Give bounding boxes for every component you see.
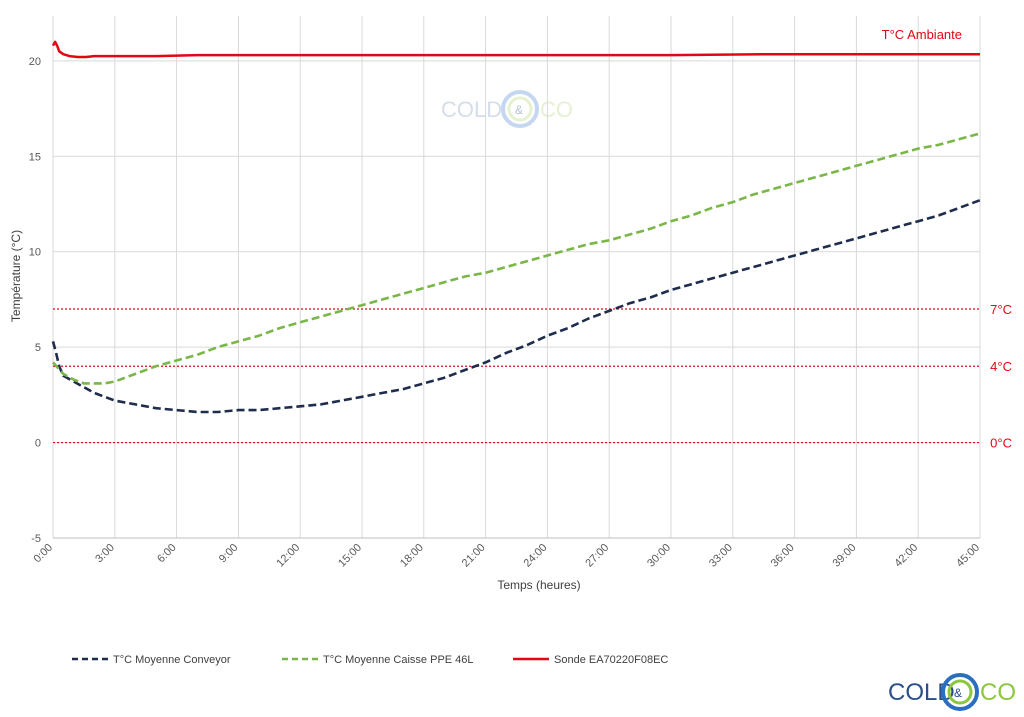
reference-label-4: 4°C [990,359,1012,374]
x-tick-label-6: 18:00 [398,542,426,570]
legend: T°C Moyenne Conveyor T°C Moyenne Caisse P… [72,654,668,666]
y-tick-labels: -5 0 5 10 15 20 [29,56,41,545]
legend-label-2: Sonde EA70220F08EC [554,654,668,666]
y-axis-title: Température (°C) [9,230,23,322]
x-axis-title: Temps (heures) [497,578,580,592]
series-line-2 [51,40,980,59]
x-tick-label-15: 45:00 [954,542,982,570]
x-tick-label-9: 27:00 [583,542,611,570]
x-tick-label-12: 36:00 [769,542,797,570]
y-tick-label-1: 0 [35,438,41,450]
x-tick-label-14: 42:00 [892,542,920,570]
y-tick-label-5: 20 [29,56,41,68]
x-tick-label-7: 21:00 [460,542,488,570]
watermark-logo: COLD & CO [441,90,573,128]
x-tick-label-8: 24:00 [522,542,550,570]
brand-logo-right: CO [980,679,1016,706]
y-tick-label-4: 15 [29,151,41,163]
legend-label-0: T°C Moyenne Conveyor [113,654,231,666]
reference-label-0: 0°C [990,436,1012,451]
x-tick-label-13: 39:00 [831,542,859,570]
x-tick-label-0: 0:00 [31,542,55,566]
brand-logo: COLD & CO [888,673,1016,711]
y-tick-label-0: -5 [31,533,41,545]
annotation-0: T°C Ambiante [882,27,962,42]
y-tick-label-3: 10 [29,247,41,259]
watermark-logo-right: CO [540,97,573,122]
x-tick-labels: 0:00 3:00 6:00 9:00 12:00 15:00 18:00 21:00 24:0… [31,542,982,570]
grid [52,16,981,539]
reference-label-7: 7°C [990,302,1012,317]
x-tick-label-4: 12:00 [274,542,302,570]
watermark-logo-mid: & [515,103,523,117]
legend-label-1: T°C Moyenne Caisse PPE 46L [323,654,474,666]
annotations: T°C Ambiante [882,27,962,42]
reference-lines: 7°C 4°C 0°C [53,302,1012,451]
x-tick-label-1: 3:00 [93,542,117,566]
series-line-1 [52,132,981,385]
watermark-logo-left: COLD [441,97,502,122]
series-lines [51,40,981,414]
x-tick-label-5: 15:00 [336,542,364,570]
x-tick-label-10: 30:00 [645,542,673,570]
x-tick-label-3: 9:00 [217,542,241,566]
series-line-0 [51,198,981,414]
y-tick-label-2: 5 [35,342,41,354]
x-tick-label-2: 6:00 [155,542,179,566]
brand-logo-mid: & [954,686,962,700]
x-tick-label-11: 33:00 [707,542,735,570]
